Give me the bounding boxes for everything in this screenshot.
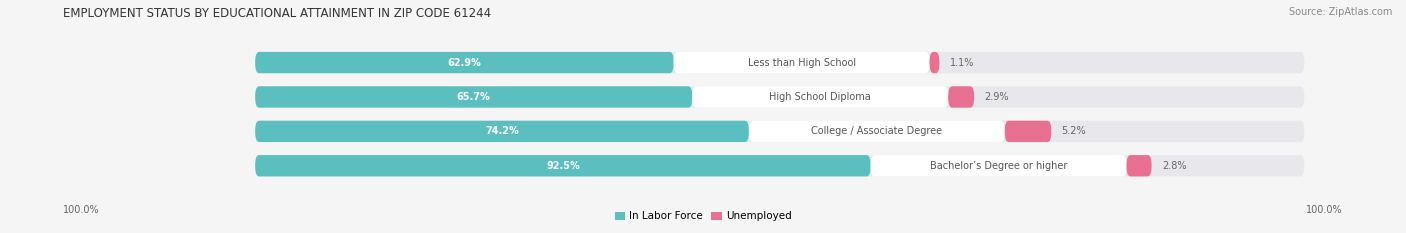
FancyBboxPatch shape: [929, 52, 939, 73]
FancyBboxPatch shape: [256, 52, 1305, 73]
FancyBboxPatch shape: [256, 86, 1305, 108]
Text: 74.2%: 74.2%: [485, 126, 519, 136]
Text: 2.8%: 2.8%: [1161, 161, 1187, 171]
Text: Source: ZipAtlas.com: Source: ZipAtlas.com: [1288, 7, 1392, 17]
Text: 5.2%: 5.2%: [1062, 126, 1087, 136]
Text: 100.0%: 100.0%: [63, 205, 100, 215]
FancyBboxPatch shape: [256, 86, 692, 108]
Text: College / Associate Degree: College / Associate Degree: [811, 126, 942, 136]
Text: 92.5%: 92.5%: [546, 161, 579, 171]
Text: 1.1%: 1.1%: [949, 58, 974, 68]
FancyBboxPatch shape: [256, 121, 1305, 142]
Text: High School Diploma: High School Diploma: [769, 92, 872, 102]
FancyBboxPatch shape: [1126, 155, 1152, 176]
FancyBboxPatch shape: [870, 155, 1126, 176]
FancyBboxPatch shape: [256, 121, 749, 142]
Text: Less than High School: Less than High School: [748, 58, 856, 68]
FancyBboxPatch shape: [692, 86, 948, 108]
Text: 65.7%: 65.7%: [457, 92, 491, 102]
FancyBboxPatch shape: [256, 52, 673, 73]
Legend: In Labor Force, Unemployed: In Labor Force, Unemployed: [610, 207, 796, 226]
FancyBboxPatch shape: [673, 52, 929, 73]
Text: Bachelor’s Degree or higher: Bachelor’s Degree or higher: [929, 161, 1067, 171]
FancyBboxPatch shape: [948, 86, 974, 108]
Text: 100.0%: 100.0%: [1306, 205, 1343, 215]
Text: 2.9%: 2.9%: [984, 92, 1010, 102]
FancyBboxPatch shape: [256, 155, 870, 176]
FancyBboxPatch shape: [1005, 121, 1052, 142]
FancyBboxPatch shape: [749, 121, 1005, 142]
Text: EMPLOYMENT STATUS BY EDUCATIONAL ATTAINMENT IN ZIP CODE 61244: EMPLOYMENT STATUS BY EDUCATIONAL ATTAINM…: [63, 7, 491, 20]
Text: 62.9%: 62.9%: [447, 58, 481, 68]
FancyBboxPatch shape: [256, 155, 1305, 176]
